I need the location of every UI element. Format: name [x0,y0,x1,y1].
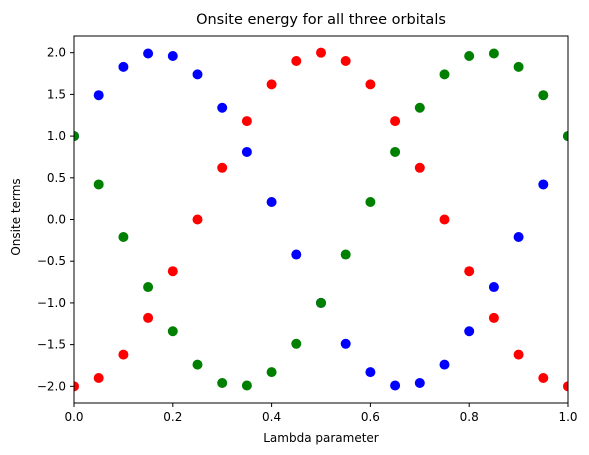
data-point [291,338,302,349]
data-point [118,61,129,72]
data-point [488,282,499,293]
data-point [167,326,178,337]
data-point [414,102,425,113]
data-point [217,162,228,173]
data-point [340,338,351,349]
y-tick-label: 1.5 [47,87,66,101]
data-point [365,79,376,90]
data-point [192,214,203,225]
y-axis-ticks: −2.0 −1.5 −1.0 −0.5 0.0 0.5 1.0 1.5 2.0 [37,46,74,393]
data-point [192,69,203,80]
y-tick-label: −0.5 [37,254,66,268]
x-axis-label: Lambda parameter [263,431,379,445]
data-point [93,90,104,101]
data-point [488,312,499,323]
x-tick-label: 0.4 [262,410,281,424]
data-point [266,196,277,207]
data-point [241,146,252,157]
data-point [118,349,129,360]
data-point [439,214,450,225]
data-point [167,266,178,277]
data-point [167,51,178,62]
data-point [291,249,302,260]
data-point [241,116,252,127]
data-point [538,179,549,190]
data-point [192,359,203,370]
y-tick-label: 1.0 [47,129,66,143]
data-point [316,297,326,308]
data-point [563,381,568,392]
data-point [365,367,376,378]
data-point [74,381,79,392]
data-point [340,56,351,67]
data-point [217,377,228,388]
data-point [365,196,376,207]
x-axis-ticks: 0.0 0.2 0.4 0.6 0.8 1.0 [64,403,578,424]
y-tick-label: 0.5 [47,171,66,185]
data-point [291,56,302,67]
data-point [439,69,450,80]
y-tick-label: −2.0 [37,379,66,393]
data-point [143,282,154,293]
data-point [439,359,450,370]
y-axis-label: Onsite terms [9,178,23,255]
y-tick-label: 0.0 [47,213,66,227]
y-tick-label: −1.0 [37,296,66,310]
x-tick-label: 0.0 [64,410,83,424]
data-point [316,47,326,58]
data-point [414,162,425,173]
data-point [241,380,252,391]
x-tick-label: 0.6 [361,410,380,424]
data-point [563,131,568,142]
data-point [266,367,277,378]
data-point [538,372,549,383]
data-point [143,312,154,323]
chart-title: Onsite energy for all three orbitals [196,12,446,28]
data-point [414,377,425,388]
data-point [513,349,524,360]
data-point [464,326,475,337]
data-point [464,266,475,277]
data-point [488,48,499,59]
data-point [513,61,524,72]
data-point [464,51,475,62]
data-point [390,146,401,157]
y-tick-label: 2.0 [47,46,66,60]
data-point [118,232,129,243]
data-point [390,116,401,127]
data-point [74,131,79,142]
data-point [340,249,351,260]
data-point [513,232,524,243]
data-point [266,79,277,90]
data-point [538,90,549,101]
data-point [143,48,154,59]
data-point [93,179,104,190]
x-tick-label: 0.8 [460,410,479,424]
data-point [217,102,228,113]
x-tick-label: 0.2 [163,410,182,424]
data-point [93,372,104,383]
y-tick-label: −1.5 [37,338,66,352]
data-points [74,47,568,392]
data-point [390,380,401,391]
x-tick-label: 1.0 [558,410,577,424]
